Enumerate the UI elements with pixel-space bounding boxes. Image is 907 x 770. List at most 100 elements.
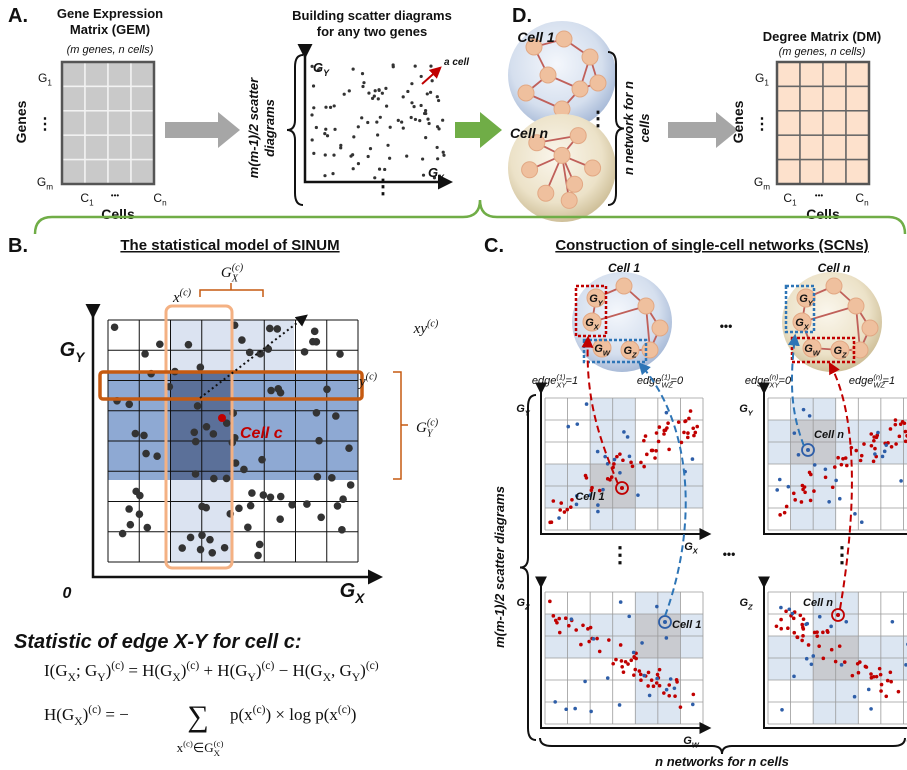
label: Cell c (240, 425, 283, 442)
scatter-dot (367, 91, 370, 94)
scatter-dot (662, 691, 666, 695)
matrix-cell (846, 86, 869, 110)
text-part: = − (101, 705, 129, 724)
matrix-cell (62, 86, 85, 110)
figure-graphics: A.(m genes, n cells)G1⋮GmGenesC1•••CnCel… (0, 0, 907, 770)
scatter-dot (800, 500, 804, 504)
scatter-dot (655, 681, 659, 685)
scatter-dot (558, 508, 562, 512)
scatter-dot (153, 452, 161, 460)
scatter-dot (119, 530, 127, 538)
network-node (826, 278, 842, 294)
matrix-cell (108, 62, 131, 86)
scatter-dot (692, 434, 696, 438)
scatter-dot (361, 72, 364, 75)
matrix-cell (131, 111, 154, 135)
scatter-dot (810, 663, 814, 667)
text-part: ⋮ (831, 542, 853, 567)
text-part: (c) (262, 659, 275, 672)
text-part: ⋮ (754, 116, 770, 133)
text-part: X (593, 322, 600, 331)
text-part: Cell n (814, 429, 844, 441)
scatter-dot (800, 639, 804, 643)
label: Cn (153, 191, 166, 208)
scatter-dot (669, 677, 673, 681)
scatter-dot (400, 120, 403, 123)
scatter-dot (567, 624, 571, 628)
scatter-dot (632, 673, 636, 677)
scatter-dot (247, 502, 255, 510)
scatter-dot (386, 144, 389, 147)
scatter-dot (650, 678, 654, 682)
scatter-dot (410, 101, 413, 104)
matrix-cell (85, 135, 108, 159)
scatter-dot (314, 473, 322, 481)
text-part: xy (413, 321, 428, 337)
scatter-dot (618, 471, 622, 475)
text-part: G (755, 71, 764, 85)
scatter-dot (695, 425, 699, 429)
scatter-dot (642, 439, 646, 443)
wrapped-label: Building scatter diagrams for any two ge… (292, 8, 452, 40)
brace (287, 55, 303, 205)
scatter-dot (190, 428, 198, 436)
scatter-dot (624, 660, 628, 664)
text-part: edge (532, 375, 556, 387)
text-part: ••• (111, 191, 120, 200)
scatter-dot (436, 157, 439, 160)
scatter-dot (343, 93, 346, 96)
scatter-dot (809, 499, 813, 503)
scatter-dot (880, 683, 884, 687)
text-part: G (55, 661, 67, 680)
scatter-dot (652, 684, 656, 688)
scatter-dot (667, 694, 671, 698)
scatter-dot (315, 437, 323, 445)
scatter-dot (639, 673, 643, 677)
text-part: 1 (47, 79, 52, 88)
scatter-dot (367, 155, 370, 158)
text-part: n networks for n cells (655, 754, 789, 769)
label: Statistic of edge X-Y for cell c: (14, 631, 301, 653)
label: Cell 1 (672, 619, 701, 631)
scatter-dot (792, 617, 796, 621)
scatter-dot (589, 710, 593, 714)
scatter-dot (277, 493, 285, 501)
scatter-dot (644, 434, 648, 438)
scatter-dot (903, 421, 907, 425)
label: ••• (815, 191, 824, 200)
matrix-cell (62, 62, 85, 86)
scatter-dot (142, 450, 150, 458)
network-node (570, 128, 586, 144)
text-part: ∑ (187, 700, 208, 733)
scatter-dot (620, 659, 624, 663)
scatter-dot (648, 694, 652, 698)
label: edgeXY(n)=0 (745, 372, 792, 389)
scatter-dot (873, 452, 877, 456)
scatter-dot (824, 467, 828, 471)
label: Genes (13, 100, 29, 143)
scatter-dot (260, 491, 268, 499)
wrapped-label: Gene Expression Matrix (GEM) (54, 6, 166, 38)
scatter-dot (313, 409, 321, 417)
text-part: (c) (183, 739, 193, 749)
scatter-dot (691, 703, 695, 707)
scatter-dot (658, 684, 662, 688)
scatter-dot (879, 689, 883, 693)
scatter-dot (240, 466, 248, 474)
scatter-dot (310, 113, 313, 116)
text-part: (c) (366, 659, 379, 672)
scatter-dot (632, 651, 636, 655)
x-range-bracket (200, 283, 263, 297)
label: y(c) (357, 372, 378, 390)
scatter-dot (333, 128, 336, 131)
scatter-dot (780, 708, 784, 712)
text-part: Y (748, 408, 754, 417)
scatter-dot (422, 174, 425, 177)
scatter-dot (665, 411, 669, 415)
scatter-dot (436, 146, 439, 149)
scatter-dot (894, 418, 898, 422)
text-part: G (340, 661, 352, 680)
scatter-dot (898, 435, 902, 439)
scatter-dot (431, 79, 434, 82)
scatter-dot (221, 544, 229, 552)
